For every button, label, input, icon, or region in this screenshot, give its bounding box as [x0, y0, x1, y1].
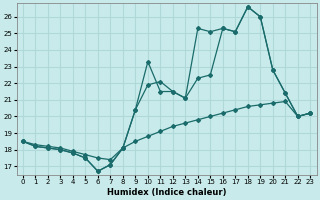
X-axis label: Humidex (Indice chaleur): Humidex (Indice chaleur) — [107, 188, 226, 197]
